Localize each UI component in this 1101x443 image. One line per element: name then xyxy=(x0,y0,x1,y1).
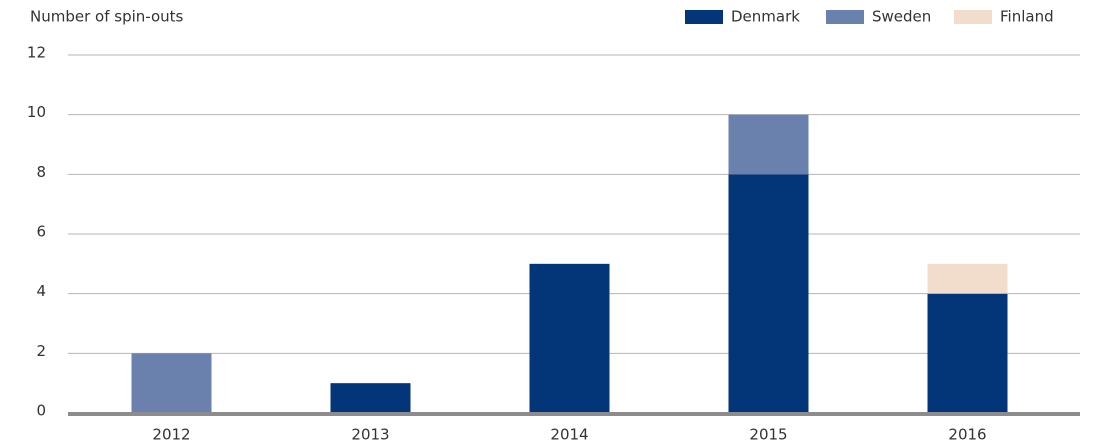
x-tick-label: 2015 xyxy=(749,426,787,443)
y-tick-label: 6 xyxy=(36,223,46,241)
y-tick-label: 4 xyxy=(36,282,46,300)
y-tick-label: 0 xyxy=(36,402,46,420)
bar-segment xyxy=(927,263,1008,294)
y-tick-label: 12 xyxy=(27,44,46,62)
bar-segment xyxy=(330,383,411,413)
y-tick-label: 8 xyxy=(36,163,46,181)
y-tick-label: 2 xyxy=(36,342,46,360)
x-tick-label: 2012 xyxy=(152,426,190,443)
y-axis-label: Number of spin-outs xyxy=(30,8,184,26)
legend-swatch xyxy=(954,10,992,24)
bar-segment xyxy=(529,263,610,413)
legend-label: Finland xyxy=(1000,8,1054,26)
legend-swatch xyxy=(826,10,864,24)
bar-segment xyxy=(927,293,1008,413)
x-tick-label: 2014 xyxy=(550,426,588,443)
bar-segment xyxy=(131,353,212,413)
x-tick-label: 2013 xyxy=(351,426,389,443)
x-tick-label: 2016 xyxy=(948,426,986,443)
bar-segment xyxy=(728,114,809,175)
y-tick-label: 10 xyxy=(27,103,46,121)
legend-label: Denmark xyxy=(731,8,800,26)
legend-label: Sweden xyxy=(872,8,931,26)
bar-segment xyxy=(728,174,809,413)
legend-swatch xyxy=(685,10,723,24)
